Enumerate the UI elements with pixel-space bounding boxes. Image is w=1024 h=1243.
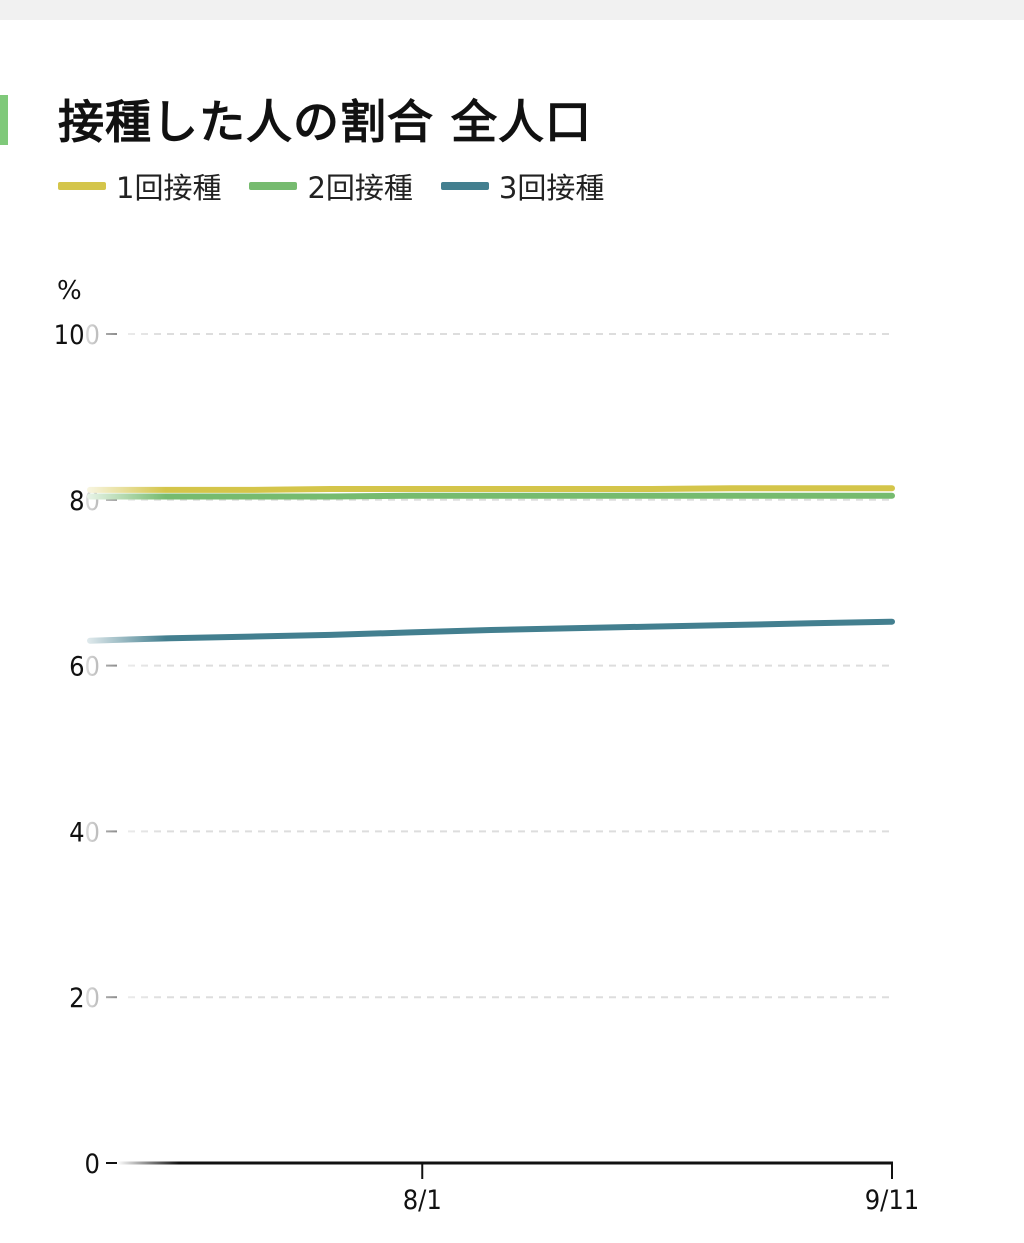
legend-label-2: 2回接種 (307, 171, 413, 205)
legend-swatch-3 (440, 182, 489, 190)
x-axis-line (117, 1161, 893, 1165)
legend-swatch-1 (58, 182, 106, 190)
legend-item-3: 3回接種 (440, 165, 605, 207)
legend-label-1: 1回接種 (116, 171, 222, 205)
legend-item-2: 2回接種 (249, 165, 413, 207)
legend-label-3: 3回接種 (498, 171, 605, 205)
grid-layer (128, 333, 892, 999)
y-tick-label-0: 0 (85, 1149, 100, 1180)
legend: 1回接種 2回接種 3回接種 (58, 166, 632, 206)
series-line-1 (87, 485, 895, 493)
title-accent-bar (0, 95, 8, 145)
series-line-3 (87, 618, 895, 644)
series-line-2 (87, 492, 895, 500)
x-tick-label-2: 9/11 (865, 1185, 920, 1216)
left-fade-overlay (86, 324, 166, 1133)
x-tick-label-1: 8/1 (403, 1185, 442, 1216)
legend-swatch-2 (249, 182, 298, 190)
chart-title: 接種した人の割合 全人口 (58, 95, 593, 149)
y-axis-unit-label: % (57, 276, 82, 306)
legend-item-1: 1回接種 (58, 165, 221, 207)
top-bar (0, 0, 1024, 20)
series-layer (87, 485, 895, 644)
